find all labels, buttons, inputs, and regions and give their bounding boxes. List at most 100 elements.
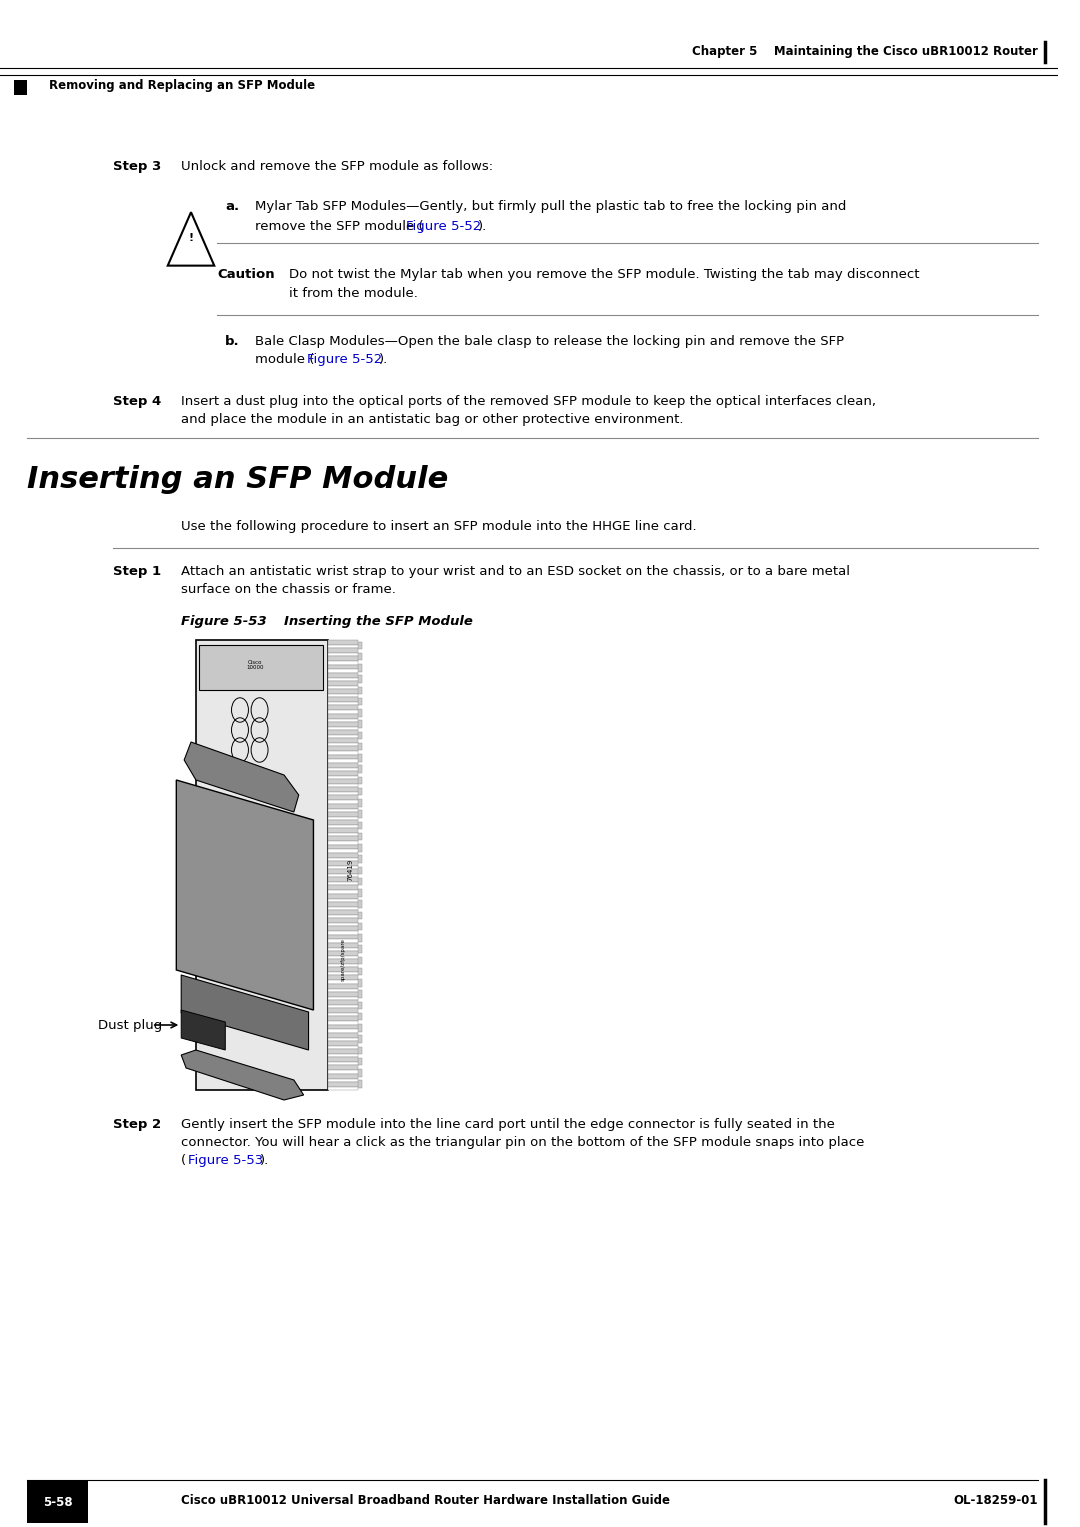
- Bar: [328, 779, 357, 783]
- Bar: [328, 698, 357, 702]
- Text: (: (: [181, 1154, 187, 1167]
- Bar: [328, 812, 357, 817]
- Text: ).: ).: [379, 353, 389, 366]
- Text: Step 3: Step 3: [112, 160, 161, 173]
- Text: Step 2: Step 2: [112, 1118, 161, 1132]
- Bar: [328, 754, 357, 759]
- Bar: [323, 1069, 363, 1077]
- Bar: [328, 931, 357, 935]
- Bar: [323, 822, 363, 829]
- Bar: [328, 817, 357, 820]
- Bar: [328, 1032, 357, 1038]
- Bar: [328, 803, 357, 808]
- Text: Do not twist the Mylar tab when you remove the SFP module. Twisting the tab may : Do not twist the Mylar tab when you remo…: [289, 269, 919, 281]
- Bar: [328, 866, 357, 869]
- Bar: [328, 808, 357, 812]
- Bar: [328, 730, 357, 734]
- Bar: [328, 788, 357, 793]
- Bar: [323, 709, 363, 716]
- Bar: [328, 689, 357, 693]
- Text: ).: ).: [477, 220, 487, 234]
- Bar: [328, 664, 357, 669]
- Bar: [323, 799, 363, 806]
- Bar: [328, 1022, 357, 1025]
- Bar: [328, 993, 357, 997]
- Bar: [323, 664, 363, 672]
- Bar: [323, 1058, 363, 1066]
- Text: Gently insert the SFP module into the line card port until the edge connector is: Gently insert the SFP module into the li…: [181, 1118, 835, 1132]
- Text: module (: module (: [255, 353, 314, 366]
- Bar: [323, 788, 363, 796]
- Text: Insert a dust plug into the optical ports of the removed SFP module to keep the : Insert a dust plug into the optical port…: [181, 395, 876, 408]
- Bar: [328, 705, 357, 710]
- Bar: [328, 861, 357, 866]
- Text: 5-58: 5-58: [43, 1495, 72, 1509]
- Bar: [328, 644, 357, 647]
- Text: Step 1: Step 1: [112, 565, 161, 579]
- Bar: [323, 832, 363, 840]
- Bar: [323, 731, 363, 739]
- Polygon shape: [181, 1051, 303, 1099]
- Bar: [328, 951, 357, 956]
- Bar: [328, 886, 357, 890]
- Bar: [328, 744, 357, 747]
- Bar: [27, 1480, 89, 1522]
- Text: 76419: 76419: [348, 858, 353, 881]
- Bar: [328, 942, 357, 948]
- Bar: [328, 834, 357, 837]
- Bar: [328, 883, 357, 886]
- Text: !: !: [188, 234, 193, 243]
- Text: Removing and Replacing an SFP Module: Removing and Replacing an SFP Module: [49, 79, 315, 93]
- Bar: [328, 751, 357, 754]
- Bar: [323, 687, 363, 695]
- Bar: [328, 762, 357, 768]
- Text: OL-18259-01: OL-18259-01: [954, 1493, 1038, 1507]
- Bar: [323, 765, 363, 773]
- Bar: [323, 1046, 363, 1054]
- Bar: [328, 747, 357, 751]
- Text: b.: b.: [226, 334, 240, 348]
- Text: Inserting an SFP Module: Inserting an SFP Module: [27, 466, 448, 495]
- Text: surface on the chassis or frame.: surface on the chassis or frame.: [181, 583, 396, 596]
- Bar: [328, 964, 357, 967]
- Text: Figure 5-53: Figure 5-53: [181, 615, 267, 628]
- Bar: [328, 980, 357, 983]
- Bar: [328, 673, 357, 678]
- Bar: [323, 844, 363, 852]
- Bar: [328, 776, 357, 779]
- Bar: [328, 983, 357, 988]
- Bar: [328, 796, 357, 800]
- Bar: [328, 657, 357, 661]
- Text: Mylar Tab SFP Modules—Gently, but firmly pull the plastic tab to free the lockin: Mylar Tab SFP Modules—Gently, but firmly…: [255, 200, 846, 212]
- Bar: [323, 675, 363, 683]
- Bar: [328, 976, 357, 980]
- Bar: [328, 825, 357, 828]
- Text: Chapter 5    Maintaining the Cisco uBR10012 Router: Chapter 5 Maintaining the Cisco uBR10012…: [692, 46, 1038, 58]
- Bar: [328, 967, 357, 973]
- Bar: [323, 935, 363, 942]
- Bar: [328, 973, 357, 976]
- Bar: [328, 924, 357, 927]
- Bar: [328, 793, 357, 796]
- Bar: [328, 841, 357, 844]
- Text: connector. You will hear a click as the triangular pin on the bottom of the SFP : connector. You will hear a click as the …: [181, 1136, 865, 1148]
- Bar: [328, 927, 357, 931]
- Bar: [323, 901, 363, 909]
- Bar: [328, 771, 357, 776]
- Bar: [328, 956, 357, 959]
- Bar: [328, 1066, 357, 1070]
- Bar: [328, 1073, 357, 1078]
- Bar: [328, 686, 357, 689]
- Bar: [328, 640, 357, 644]
- Bar: [328, 1005, 357, 1008]
- Polygon shape: [176, 780, 313, 1009]
- Bar: [199, 644, 323, 690]
- Bar: [328, 1008, 357, 1012]
- Bar: [328, 915, 357, 918]
- Bar: [195, 640, 328, 1090]
- Bar: [328, 678, 357, 681]
- Bar: [328, 1025, 357, 1029]
- Bar: [323, 979, 363, 986]
- Bar: [328, 837, 357, 841]
- Bar: [328, 734, 357, 738]
